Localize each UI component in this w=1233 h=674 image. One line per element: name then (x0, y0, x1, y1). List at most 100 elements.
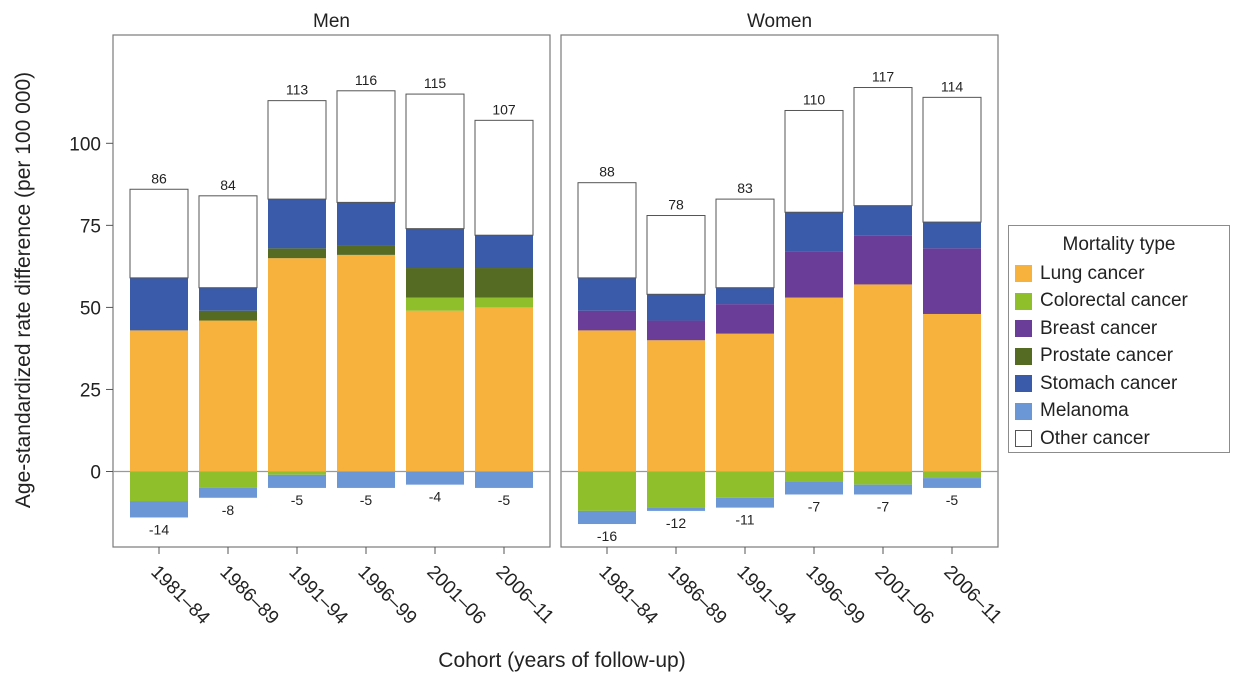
bar-other (336, 90, 396, 203)
x-axis-label: Cohort (years of follow-up) (438, 649, 685, 672)
bar-stomach (647, 294, 705, 321)
bar-breast (647, 320, 705, 341)
bar-other (267, 100, 327, 200)
legend-swatch-stomach (1015, 375, 1032, 393)
bar-colorectal (475, 297, 533, 308)
total-label: 86 (151, 170, 167, 186)
bar-melanoma (406, 471, 464, 485)
total-label: 110 (803, 91, 826, 107)
legend-item-melanoma: Melanoma (1009, 398, 1229, 426)
panel-strip (561, 5, 998, 35)
legend-label-melanoma: Melanoma (1040, 400, 1129, 422)
legend-items: Lung cancer Colorectal cancer Breast cance… (1009, 260, 1229, 453)
total-label: 88 (599, 164, 615, 180)
bar-melanoma (268, 474, 326, 488)
bar-melanoma (199, 487, 257, 498)
bar-other (405, 93, 465, 230)
bar-stomach (199, 287, 257, 311)
bar-stomach (716, 287, 774, 305)
total-label: 107 (492, 101, 516, 117)
bar-melanoma (647, 507, 705, 511)
legend-title: Mortality type (1062, 234, 1176, 255)
bar-lung (268, 258, 326, 472)
legend-item-stomach: Stomach cancer (1009, 370, 1229, 398)
x-tick-label: 2001–06 (422, 562, 489, 629)
bar-colorectal (199, 471, 257, 488)
legend-item-colorectal: Colorectal cancer (1009, 288, 1229, 316)
legend-swatch-other (1015, 430, 1032, 448)
bar-other (784, 109, 844, 213)
bar-prostate (406, 268, 464, 298)
total-label: 115 (424, 75, 447, 91)
negative-total-label: -5 (360, 492, 373, 508)
bar-breast (923, 248, 981, 314)
bar-colorectal (923, 471, 981, 479)
bar-colorectal (647, 471, 705, 508)
x-tick-label: 2001–06 (870, 562, 937, 629)
bar-stomach (475, 235, 533, 269)
total-label: 84 (220, 177, 236, 193)
bar-melanoma (337, 471, 395, 488)
y-tick-label: 75 (80, 216, 101, 237)
bar-colorectal (406, 297, 464, 311)
bar-breast (854, 235, 912, 285)
legend-swatch-colorectal (1015, 292, 1032, 310)
bar-lung (406, 310, 464, 472)
y-axis-label: Age-standardized rate difference (per 10… (12, 72, 35, 508)
bar-other (922, 96, 982, 223)
bar-other (129, 188, 189, 279)
total-label: 114 (941, 78, 964, 94)
legend-label-stomach: Stomach cancer (1040, 372, 1178, 394)
bar-prostate (199, 310, 257, 321)
panel-women: Women 88 -16 1981–84 78 -12 1986–89 83 -11 1991–9… (560, 5, 1006, 629)
bar-lung (716, 333, 774, 472)
panel-title: Men (313, 11, 350, 32)
negative-total-label: -7 (808, 498, 821, 514)
x-tick-label: 1996–99 (353, 562, 420, 629)
bar-stomach (337, 202, 395, 246)
bar-breast (578, 310, 636, 331)
bar-lung (337, 254, 395, 472)
x-tick-label: 2006–11 (939, 562, 1005, 628)
bar-lung (199, 320, 257, 472)
bar-prostate (337, 245, 395, 255)
x-tick-label: 1996–99 (801, 562, 868, 629)
bar-stomach (854, 205, 912, 236)
bar-breast (785, 251, 843, 298)
bar-colorectal (578, 471, 636, 511)
bar-stomach (406, 228, 464, 269)
bar-stomach (578, 277, 636, 311)
bar-other (198, 195, 258, 289)
bar-melanoma (923, 478, 981, 488)
x-tick-label: 1981–84 (594, 562, 661, 629)
panel-title: Women (747, 11, 812, 32)
panel-strip (113, 5, 550, 35)
legend-label-breast: Breast cancer (1040, 317, 1158, 339)
negative-total-label: -16 (597, 528, 617, 544)
bar-melanoma (475, 471, 533, 488)
bar-other (715, 198, 775, 289)
y-tick-label: 25 (80, 380, 101, 401)
x-tick-label: 1991–94 (284, 562, 351, 629)
bar-melanoma (854, 484, 912, 495)
x-tick-label: 1986–89 (215, 562, 282, 629)
bar-melanoma (130, 501, 188, 518)
bar-melanoma (716, 497, 774, 508)
y-tick-label: 50 (80, 298, 101, 319)
y-tick-label: 0 (90, 463, 101, 484)
legend-label-colorectal: Colorectal cancer (1040, 290, 1188, 312)
negative-total-label: -12 (666, 515, 686, 531)
legend-swatch-melanoma (1015, 402, 1032, 420)
panels-layer: Men 86 -14 1981–84 84 -8 1986–89 113 -5 1991–94 11… (112, 5, 1006, 629)
bar-lung (578, 330, 636, 472)
x-tick-label: 2006–11 (491, 562, 557, 628)
bar-lung (130, 330, 188, 472)
bar-colorectal (785, 471, 843, 482)
legend-item-breast: Breast cancer (1009, 315, 1229, 343)
total-label: 116 (355, 72, 378, 88)
bar-other (577, 182, 637, 279)
legend-item-lung: Lung cancer (1009, 260, 1229, 288)
bar-stomach (130, 277, 188, 331)
legend: Mortality type Lung cancer Colorectal can… (1008, 225, 1230, 453)
